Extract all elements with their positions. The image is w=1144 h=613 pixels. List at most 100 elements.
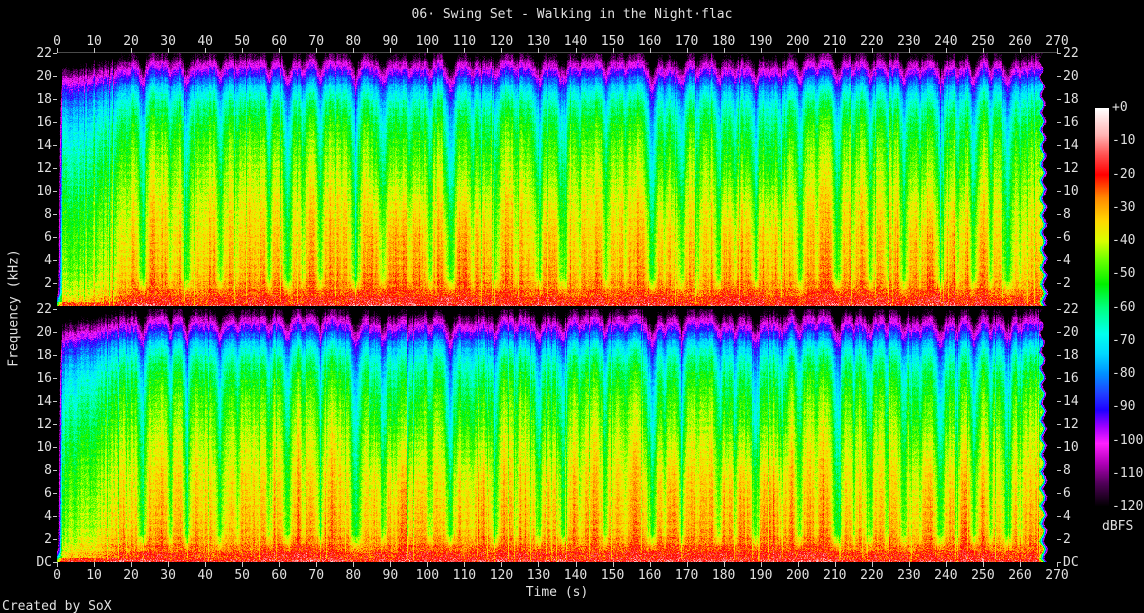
- time-tick-mark-top: [464, 48, 466, 53]
- freq-tick-mark-left-ch1: [53, 237, 57, 238]
- time-tick-label-top: 40: [197, 34, 213, 49]
- top-axis-line: [57, 52, 1057, 53]
- time-tick-label-top: 110: [452, 34, 477, 49]
- colorbar-tick-label: -120: [1112, 499, 1144, 514]
- freq-tick-label-right-ch2: DC: [1063, 555, 1079, 570]
- freq-tick-label-right-ch1: 6: [1063, 230, 1071, 245]
- freq-tick-label-left-ch1: 16: [36, 115, 52, 130]
- freq-tick-label-right-ch1: 16: [1063, 115, 1079, 130]
- time-tick-mark-bottom: [316, 562, 318, 567]
- freq-tick-mark-right-ch1: [1057, 191, 1061, 192]
- freq-tick-label-left-ch1: 8: [44, 207, 52, 222]
- time-tick-label-bottom: 170: [674, 568, 699, 583]
- time-tick-label-bottom: 210: [823, 568, 847, 583]
- colorbar-tick-label: -60: [1112, 299, 1136, 315]
- time-tick-mark-bottom: [908, 562, 910, 567]
- time-tick-mark-top: [501, 48, 503, 53]
- freq-tick-mark-left-ch2: [53, 424, 57, 425]
- freq-tick-label-left-ch2: 20: [36, 325, 52, 340]
- time-tick-label-top: 180: [711, 34, 736, 49]
- freq-tick-mark-left-ch2: [53, 309, 57, 310]
- figure-title: 06· Swing Set - Walking in the Night·fla…: [411, 7, 733, 22]
- time-tick-mark-bottom: [279, 562, 281, 567]
- time-tick-mark-bottom: [1019, 562, 1021, 567]
- spectrogram-channel-1: [57, 53, 1057, 306]
- time-tick-label-top: 200: [785, 34, 810, 49]
- time-tick-label-top: 170: [674, 34, 699, 49]
- freq-tick-mark-left-ch1: [53, 191, 57, 192]
- freq-tick-label-left-ch2: DC: [36, 555, 52, 570]
- time-tick-label-top: 0: [53, 34, 61, 49]
- freq-tick-label-right-ch1: 14: [1063, 138, 1079, 153]
- time-tick-label-bottom: 40: [197, 568, 213, 583]
- time-tick-mark-top: [686, 48, 688, 53]
- time-tick-mark-top: [575, 48, 577, 53]
- time-tick-mark-bottom: [131, 562, 133, 567]
- freq-tick-label-left-ch1: 20: [36, 69, 52, 84]
- colorbar-tick-label: -90: [1112, 399, 1136, 415]
- time-tick-mark-bottom: [501, 562, 503, 567]
- time-tick-label-top: 210: [823, 34, 847, 49]
- freq-tick-mark-left-ch1: [53, 76, 57, 77]
- freq-tick-mark-left-ch1: [53, 122, 57, 123]
- freq-tick-label-right-ch2: 22: [1063, 302, 1079, 317]
- time-tick-label-top: 30: [160, 34, 176, 49]
- time-tick-label-bottom: 200: [785, 568, 810, 583]
- freq-tick-label-left-ch1: 6: [44, 230, 52, 245]
- freq-tick-label-left-ch2: 18: [36, 348, 52, 363]
- time-tick-mark-top: [871, 48, 873, 53]
- time-tick-label-top: 260: [1008, 34, 1032, 49]
- freq-tick-label-right-ch2: 14: [1063, 394, 1079, 409]
- freq-tick-mark-right-ch1: [1057, 214, 1061, 215]
- freq-tick-mark-right-ch2: [1057, 378, 1061, 379]
- time-tick-label-top: 70: [308, 34, 325, 49]
- time-tick-label-top: 130: [526, 34, 551, 49]
- time-tick-label-bottom: 130: [526, 568, 551, 583]
- colorbar-unit-label: dBFS: [1102, 519, 1134, 534]
- time-tick-label-top: 140: [563, 34, 588, 49]
- time-tick-label-top: 100: [415, 34, 440, 49]
- freq-tick-mark-left-ch1: [53, 168, 57, 169]
- time-tick-mark-top: [797, 48, 799, 53]
- time-tick-label-bottom: 100: [415, 568, 440, 583]
- freq-tick-label-right-ch2: 12: [1063, 417, 1079, 432]
- freq-tick-label-right-ch2: 4: [1063, 509, 1071, 524]
- colorbar-tick-label: -50: [1112, 266, 1136, 282]
- freq-tick-mark-left-ch2: [53, 378, 57, 379]
- time-tick-label-top: 220: [860, 34, 884, 49]
- freq-tick-mark-left-ch2: [53, 539, 57, 540]
- freq-tick-mark-left-ch2: [53, 447, 57, 448]
- freq-tick-label-left-ch2: 6: [44, 486, 52, 501]
- time-tick-mark-top: [316, 48, 318, 53]
- freq-tick-mark-right-ch1: [1057, 145, 1061, 146]
- time-tick-mark-top: [945, 48, 947, 53]
- time-tick-mark-top: [649, 48, 651, 53]
- time-tick-label-bottom: 120: [489, 568, 514, 583]
- freq-tick-label-left-ch1: 10: [36, 184, 52, 199]
- freq-tick-label-right-ch2: 20: [1063, 325, 1079, 340]
- freq-tick-label-right-ch2: 8: [1063, 463, 1071, 478]
- colorbar-tick-label: -100: [1112, 432, 1144, 448]
- time-tick-label-bottom: 20: [123, 568, 139, 583]
- time-tick-mark-bottom: [575, 562, 577, 567]
- time-tick-mark-bottom: [1057, 562, 1058, 567]
- freq-tick-label-right-ch2: 10: [1063, 440, 1079, 455]
- time-tick-mark-top: [612, 48, 614, 53]
- time-tick-mark-bottom: [834, 562, 836, 567]
- freq-tick-label-right-ch1: 22: [1063, 46, 1079, 61]
- time-tick-label-bottom: 110: [452, 568, 477, 583]
- time-tick-mark-bottom: [390, 562, 392, 567]
- freq-tick-label-left-ch2: 8: [44, 463, 52, 478]
- colorbar-tick-label: -20: [1112, 166, 1136, 182]
- freq-tick-label-right-ch2: 16: [1063, 371, 1079, 386]
- time-tick-label-top: 10: [86, 34, 102, 49]
- time-tick-mark-top: [1019, 48, 1021, 53]
- time-tick-label-top: 50: [234, 34, 250, 49]
- sox-credit: Created by SoX: [2, 599, 112, 613]
- freq-tick-label-right-ch1: 20: [1063, 69, 1079, 84]
- freq-tick-label-right-ch1: 2: [1063, 276, 1071, 291]
- time-tick-mark-top: [834, 48, 836, 53]
- time-tick-mark-bottom: [612, 562, 614, 567]
- time-tick-label-top: 250: [971, 34, 995, 49]
- time-tick-mark-top: [353, 48, 355, 53]
